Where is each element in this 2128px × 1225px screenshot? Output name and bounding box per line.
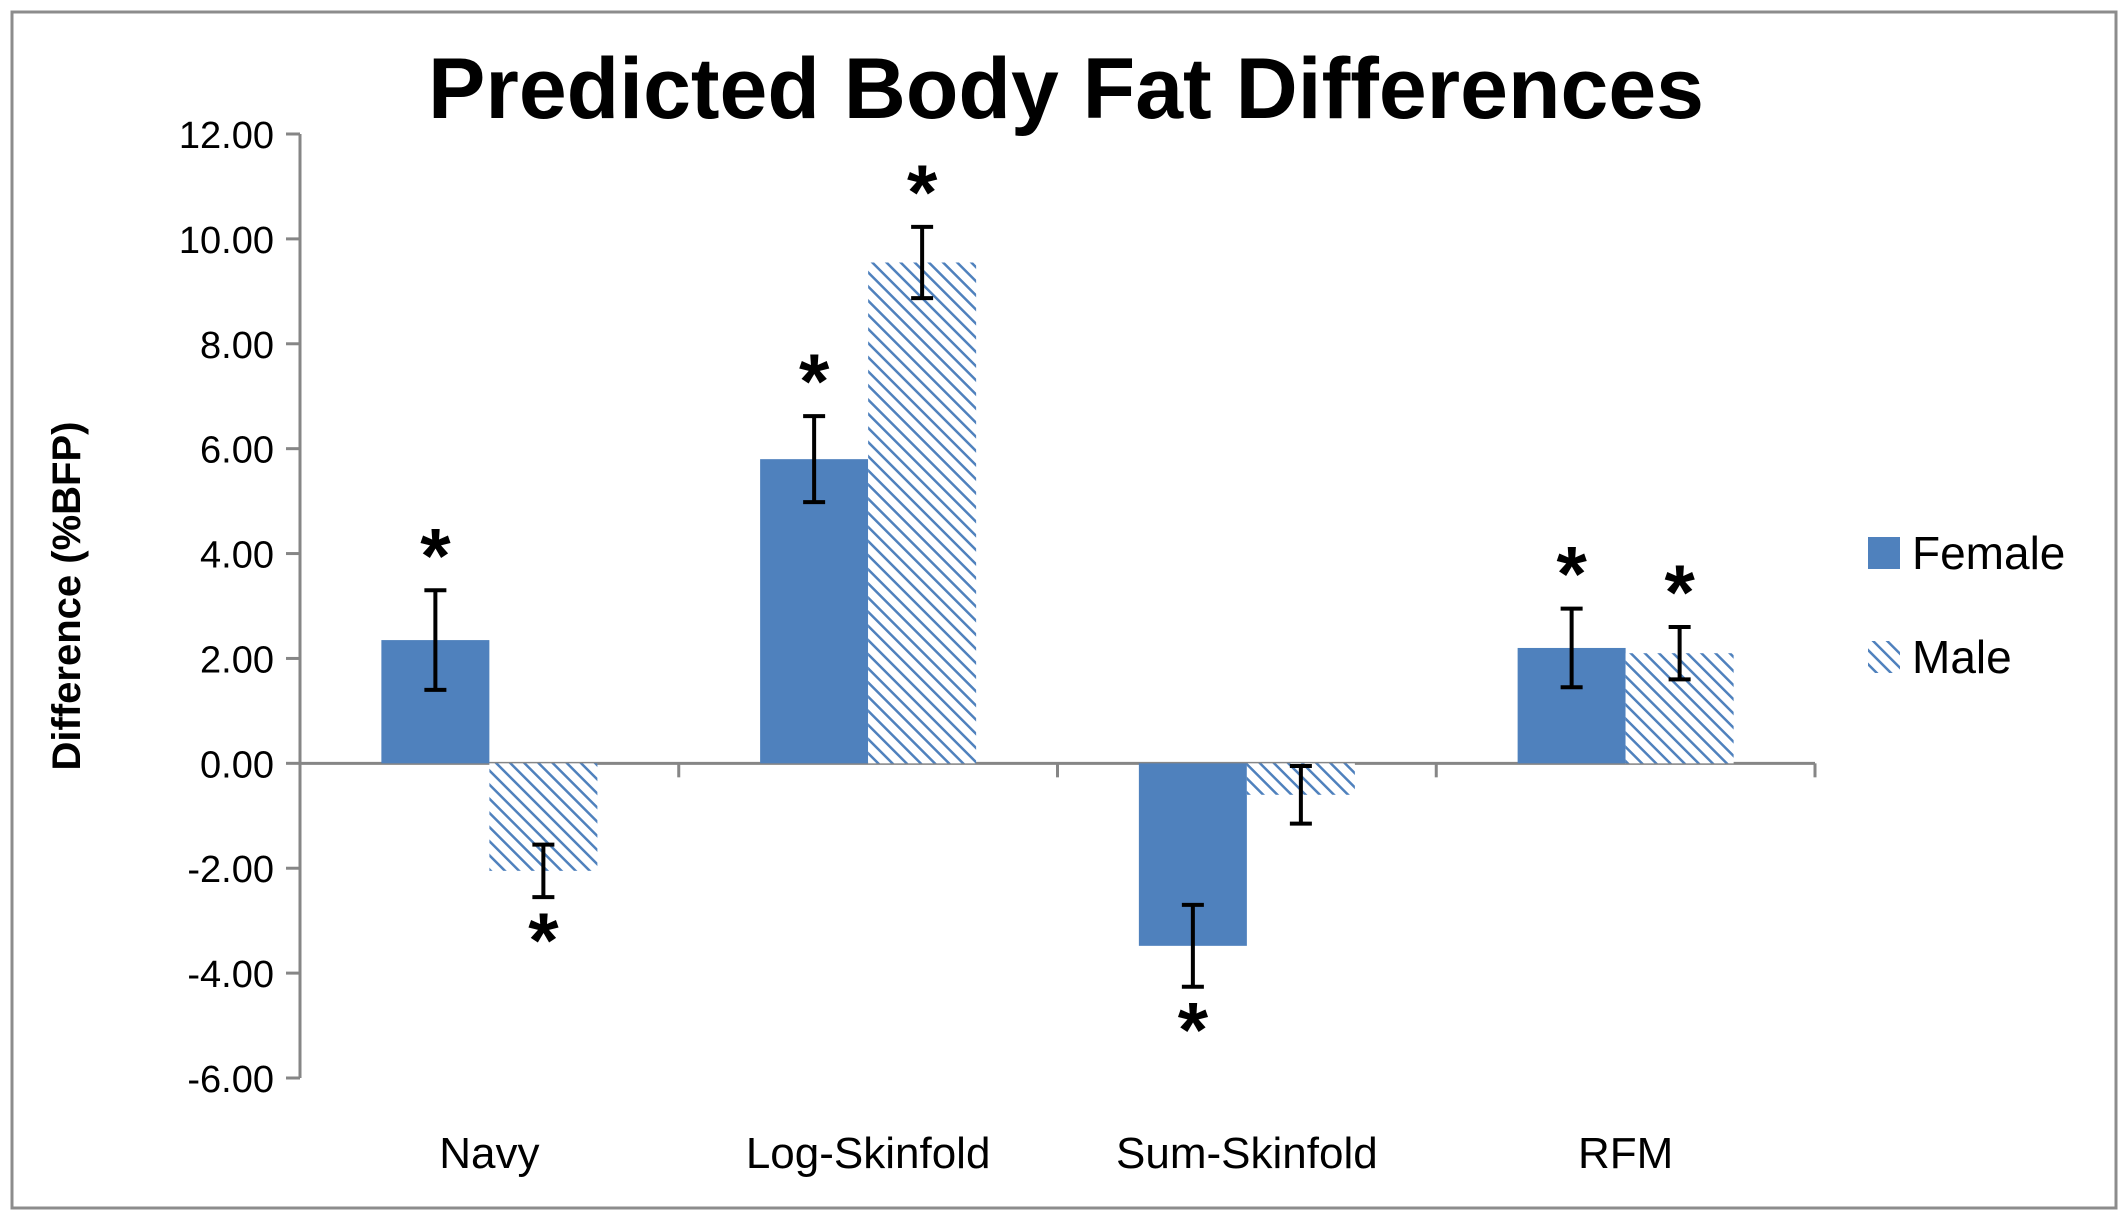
significance-marker: * <box>907 148 938 236</box>
legend-swatch-male <box>1868 641 1900 673</box>
legend: Female Male <box>1868 527 2065 683</box>
legend-swatch-female <box>1868 537 1900 569</box>
y-tick-label: 8.00 <box>200 325 274 367</box>
chart-title: Predicted Body Fat Differences <box>428 41 1704 137</box>
significance-marker: * <box>528 896 559 984</box>
x-tick-label: Sum-Skinfold <box>1116 1129 1378 1178</box>
y-axis-title: Difference (%BFP) <box>45 422 89 771</box>
chart-border <box>10 10 2118 1210</box>
y-tick-label: 4.00 <box>200 535 274 577</box>
significance-marker: * <box>420 511 451 599</box>
y-tick-label: 0.00 <box>200 744 274 786</box>
y-tick-label: -4.00 <box>187 954 274 996</box>
y-tick-label: 6.00 <box>200 430 274 472</box>
y-tick-label: 2.00 <box>200 639 274 681</box>
y-tick-label: 12.00 <box>179 115 274 157</box>
bar-female <box>760 459 869 764</box>
y-tick-label: -6.00 <box>187 1059 274 1101</box>
x-tick-label: Log-Skinfold <box>746 1129 991 1178</box>
x-tick-label: Navy <box>439 1129 539 1178</box>
significance-marker: * <box>799 337 830 425</box>
plot-area: 12.00 10.00 8.00 6.00 4.00 2.00 0.00 -2.00 -4.00… <box>179 115 1817 1178</box>
y-tick-label: 10.00 <box>179 220 274 262</box>
legend-label-male: Male <box>1912 631 2012 683</box>
y-tick-label: -2.00 <box>187 849 274 891</box>
significance-marker: * <box>1178 986 1209 1074</box>
legend-label-female: Female <box>1912 527 2065 579</box>
bar-male <box>868 262 977 764</box>
x-tick-label: RFM <box>1578 1129 1673 1178</box>
significance-marker: * <box>1556 530 1587 618</box>
significance-marker: * <box>1664 548 1695 636</box>
